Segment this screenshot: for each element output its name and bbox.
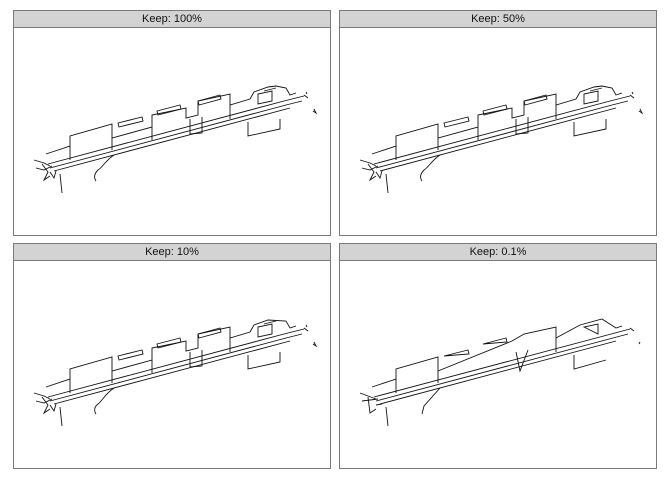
map-lines-svg [359, 318, 641, 427]
map-lines-svg [33, 319, 318, 427]
panel-keep-0-1: Keep: 0.1% [339, 243, 657, 469]
map-plot [340, 28, 656, 235]
map-plot [340, 261, 656, 468]
map-plot [14, 28, 330, 235]
map-lines-svg [359, 85, 644, 194]
map-plot [14, 261, 330, 468]
panel-keep-10: Keep: 10% [13, 243, 331, 469]
panel-keep-100: Keep: 100% [13, 10, 331, 236]
panel-title: Keep: 100% [14, 11, 330, 28]
panel-keep-50: Keep: 50% [339, 10, 657, 236]
panel-title: Keep: 10% [14, 244, 330, 261]
panel-title: Keep: 0.1% [340, 244, 656, 261]
map-lines-svg [33, 85, 318, 194]
panel-title: Keep: 50% [340, 11, 656, 28]
